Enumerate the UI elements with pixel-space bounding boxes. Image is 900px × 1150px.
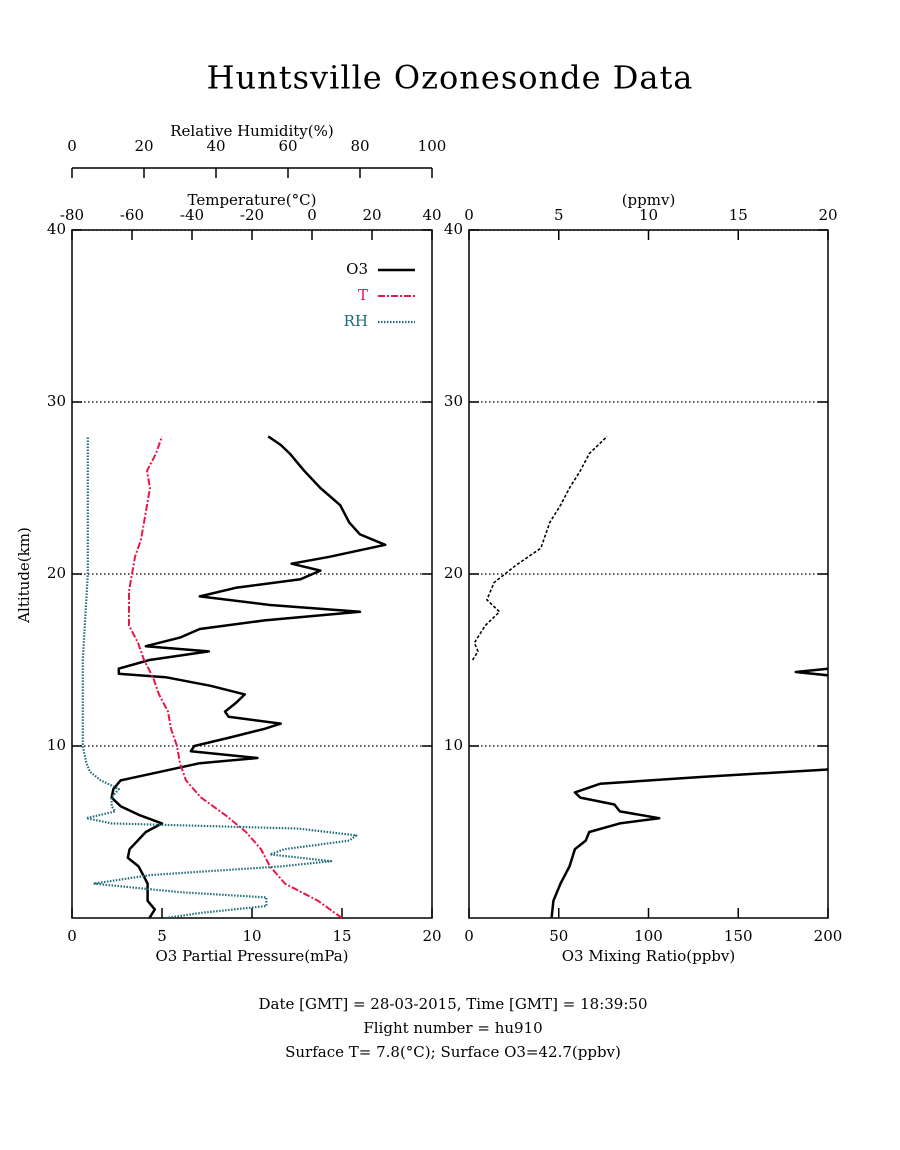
x-tick-label: 50 [549, 927, 568, 945]
data-line [110, 435, 387, 918]
x-tick-label: 150 [724, 927, 753, 945]
x-tick-label: 0 [464, 206, 474, 224]
plot-area [471, 435, 828, 918]
x-tick-label: 80 [350, 137, 369, 155]
y-tick-label: 30 [47, 392, 66, 410]
legend-label: T [358, 286, 368, 304]
x-tick-label: 40 [422, 206, 441, 224]
x-tick-label: -20 [240, 206, 264, 224]
x-tick-label: 20 [818, 206, 837, 224]
y-tick-label: 10 [47, 736, 66, 754]
x-axis-label: O3 Partial Pressure(mPa) [155, 947, 348, 965]
x-tick-label: 0 [307, 206, 317, 224]
y-tick-label: 40 [47, 220, 66, 238]
x-tick-label: 0 [67, 927, 77, 945]
x-tick-label: 15 [729, 206, 748, 224]
x-tick-label: 5 [554, 206, 564, 224]
legend-label: O3 [346, 260, 368, 278]
x-tick-label: 0 [67, 137, 77, 155]
x-tick-label: -80 [60, 206, 84, 224]
y-tick-label: 20 [444, 564, 463, 582]
x-axis-label: Temperature(°C) [188, 191, 317, 209]
x-tick-label: -60 [120, 206, 144, 224]
x-tick-label: 100 [418, 137, 447, 155]
x-tick-label: 60 [278, 137, 297, 155]
data-line [550, 667, 828, 918]
plot-area [81, 435, 387, 918]
x-tick-label: 20 [134, 137, 153, 155]
x-axis-label: (ppmv) [622, 191, 676, 209]
x-tick-label: 0 [464, 927, 474, 945]
footer-line: Flight number = hu910 [363, 1019, 542, 1037]
y-tick-label: 10 [444, 736, 463, 754]
data-line [471, 435, 608, 661]
y-tick-label: 30 [444, 392, 463, 410]
x-tick-label: 15 [332, 927, 351, 945]
x-tick-label: -40 [180, 206, 204, 224]
x-tick-label: 200 [814, 927, 843, 945]
footer-line: Date [GMT] = 28-03-2015, Time [GMT] = 18… [258, 995, 647, 1013]
footer-line: Surface T= 7.8(°C); Surface O3=42.7(ppbv… [285, 1043, 621, 1061]
x-tick-label: 10 [242, 927, 261, 945]
y-tick-label: 20 [47, 564, 66, 582]
x-axis-label: Relative Humidity(%) [170, 122, 333, 140]
y-axis-label: Altitude(km) [15, 527, 33, 624]
chart-title: Huntsville Ozonesonde Data [207, 59, 694, 97]
x-axis-label: O3 Mixing Ratio(ppbv) [562, 947, 735, 965]
x-tick-label: 10 [639, 206, 658, 224]
x-tick-label: 5 [157, 927, 167, 945]
x-tick-label: 20 [422, 927, 441, 945]
data-line [81, 436, 358, 918]
x-tick-label: 20 [362, 206, 381, 224]
y-tick-label: 40 [444, 220, 463, 238]
x-tick-label: 40 [206, 137, 225, 155]
x-tick-label: 100 [634, 927, 663, 945]
legend-label: RH [344, 312, 368, 330]
